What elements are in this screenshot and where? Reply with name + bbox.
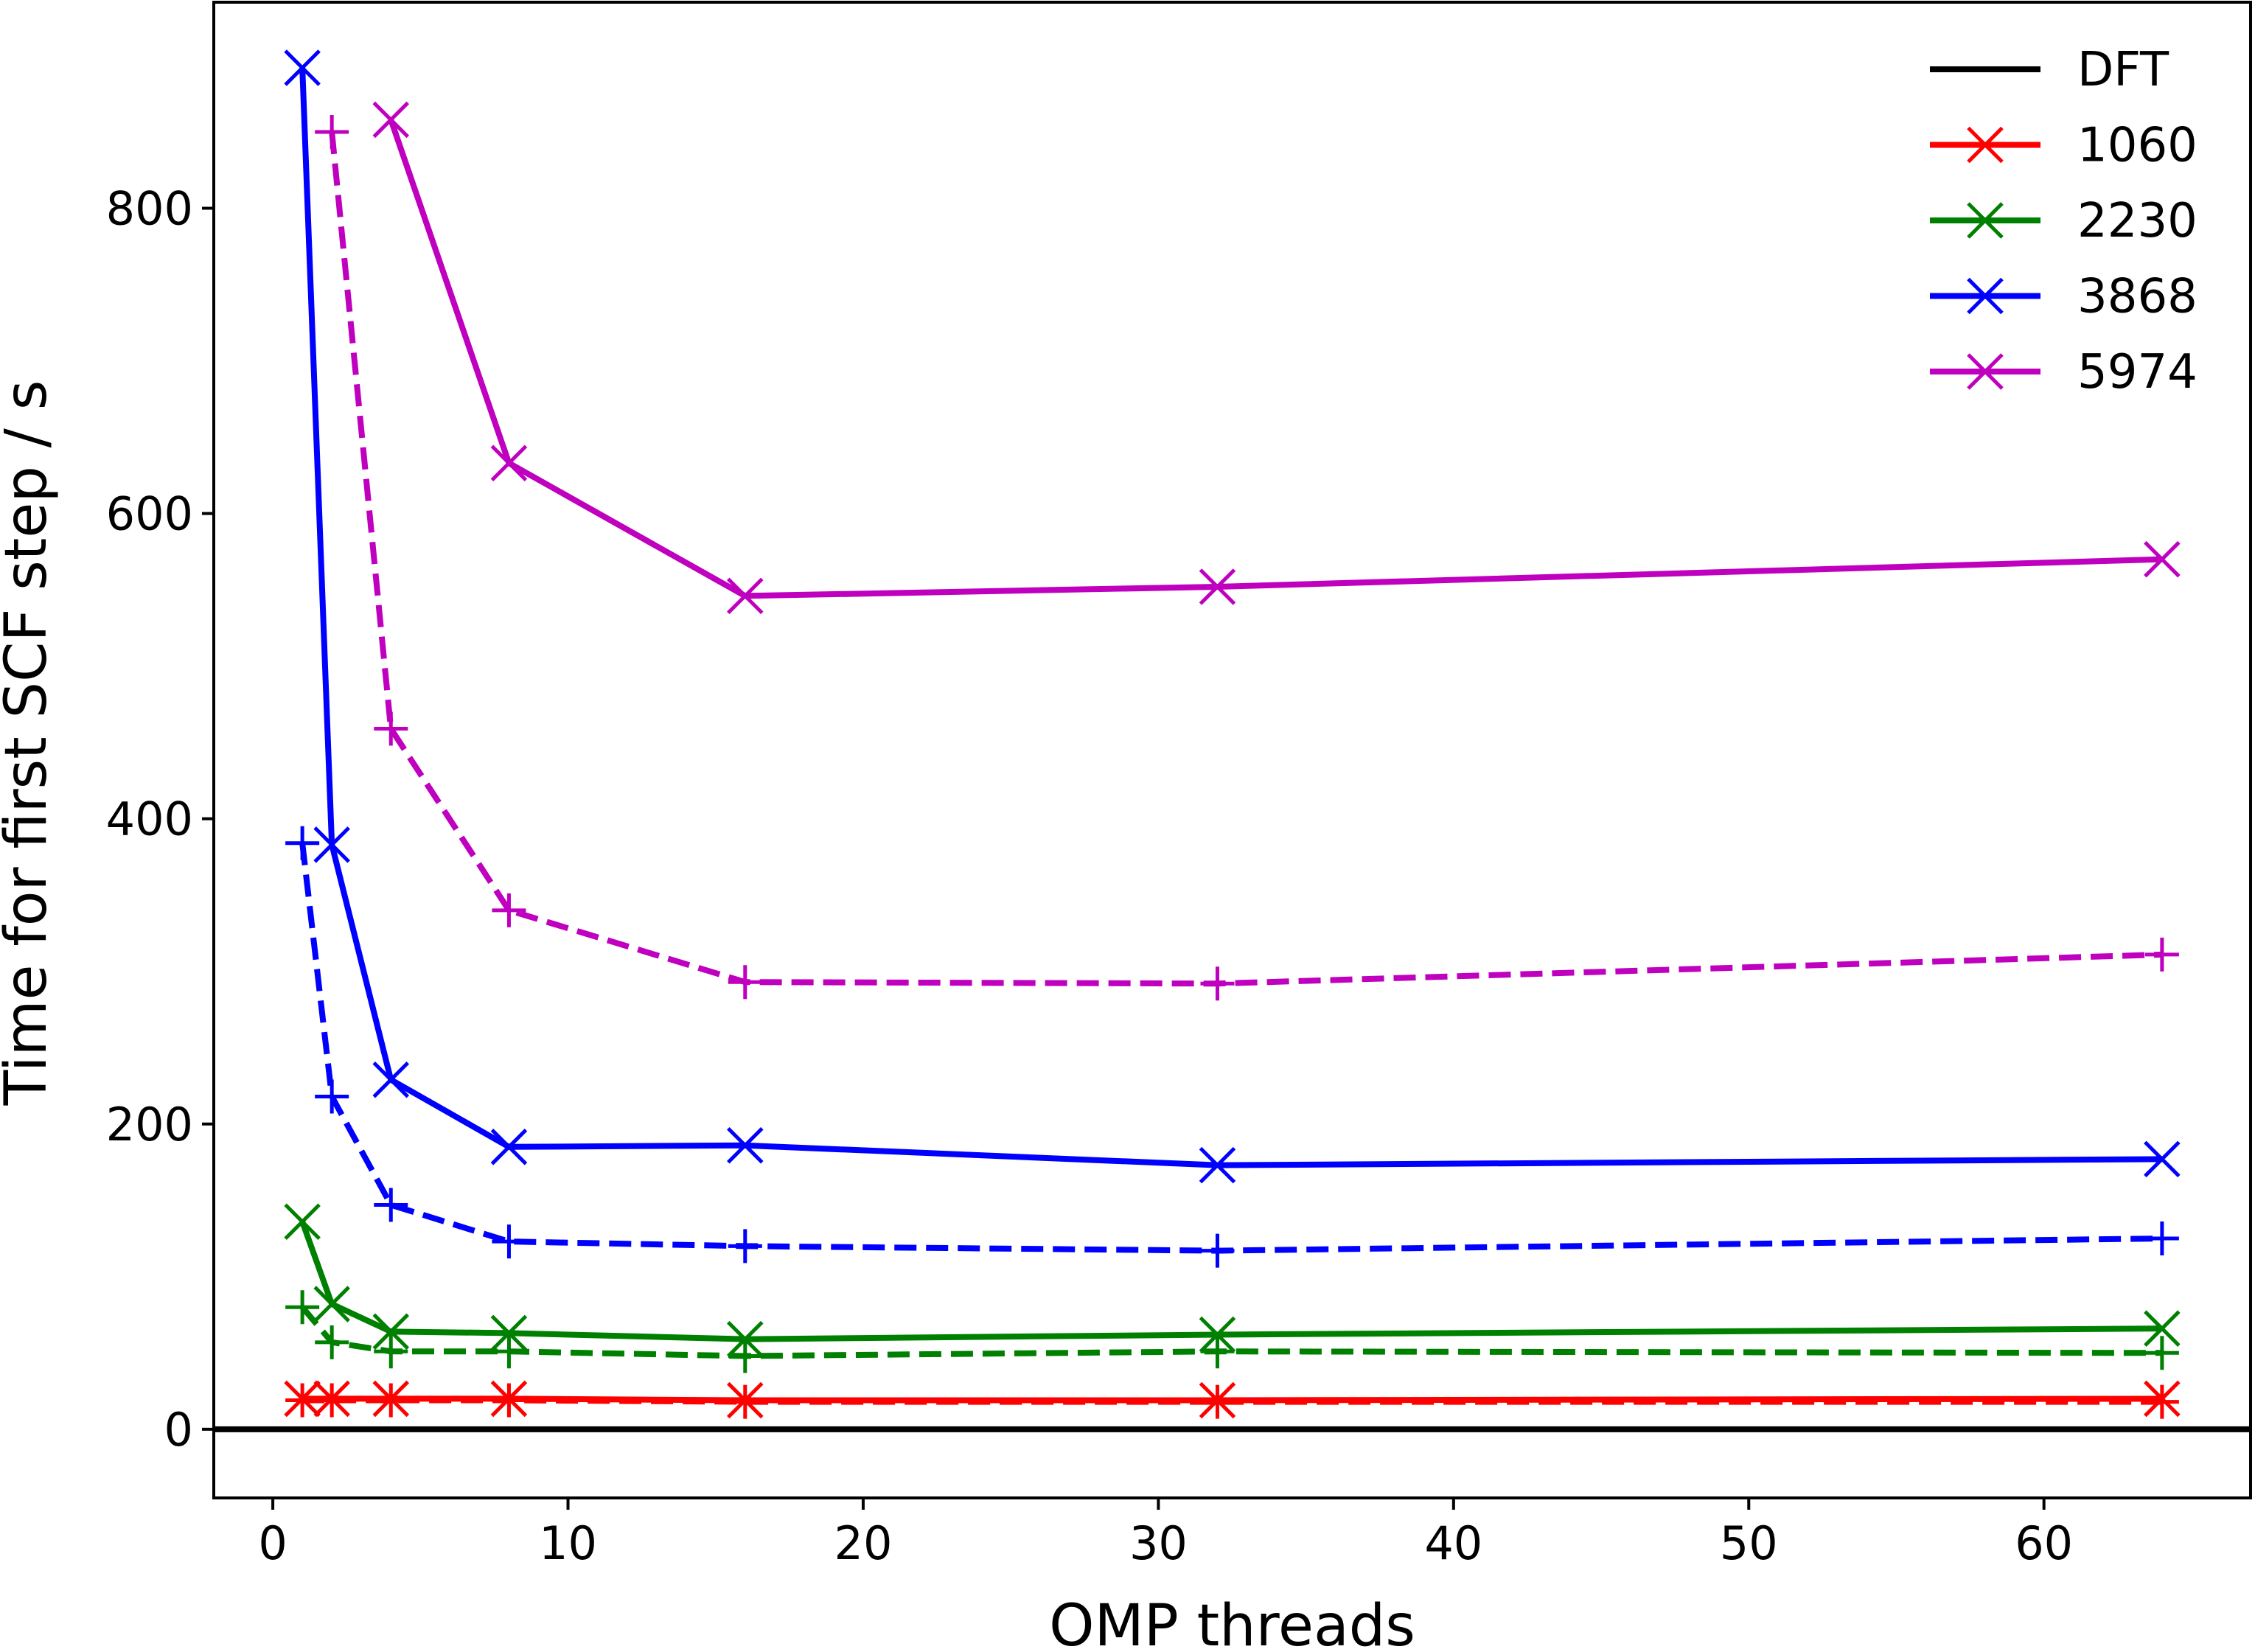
series-5974-plus-point (2144, 937, 2179, 972)
series-2230-x-point (284, 1203, 321, 1241)
series-2230-x-point (1199, 1316, 1236, 1353)
legend-label: 1060 (2077, 119, 2198, 173)
series-3868-x-point (2144, 1140, 2181, 1178)
series-1060-x-point (313, 1380, 350, 1418)
series-3868-plus-point (492, 1224, 526, 1259)
series-3868-plus-point (315, 1079, 349, 1114)
legend-marker (1967, 126, 2004, 164)
series-2230-plus-point (1200, 1334, 1235, 1369)
series-3868-x-line (299, 67, 2162, 1168)
y-tick-label: 600 (106, 487, 193, 541)
series-3868-plus-line (299, 843, 2162, 1254)
series-2230-x-point (490, 1314, 528, 1352)
series-1060-x-point (372, 1380, 410, 1418)
x-tick-label: 10 (539, 1516, 597, 1570)
y-tick-label: 200 (106, 1098, 193, 1151)
series-3868-x-point (1199, 1146, 1236, 1184)
series-2230-x-point (372, 1313, 410, 1350)
series-3868-plus-point (1200, 1233, 1235, 1268)
legend-label: 2230 (2077, 194, 2198, 248)
series-5974-x-point (490, 445, 528, 482)
legend-marker (1967, 202, 2004, 239)
legend-entry-DFT: DFT (1930, 43, 2169, 97)
series-2230-plus-point (285, 1290, 320, 1325)
legend-entry-2230: 2230 (1930, 194, 2198, 248)
series-3868-plus-point (285, 826, 320, 860)
series-3868-x-point (372, 1061, 410, 1098)
series-5974-x-point (1199, 568, 1236, 605)
series-5974-plus-point (728, 965, 762, 1000)
legend-entry-3868: 3868 (1930, 270, 2198, 324)
legend-label: 3868 (2077, 270, 2198, 324)
series-2230-plus-point (374, 1334, 408, 1369)
series-2230-plus-point (315, 1325, 349, 1359)
series-3868-x-point (313, 826, 350, 863)
series-2230-plus-point (2144, 1336, 2179, 1370)
series-5974-x-point (372, 101, 410, 139)
legend-marker (1967, 353, 2004, 390)
y-tick-label: 0 (164, 1403, 193, 1457)
series-3868-x-point (727, 1126, 764, 1164)
series-5974-x-line (388, 119, 2162, 599)
legend-label: 5974 (2077, 345, 2198, 400)
plot-markers (284, 49, 2181, 1419)
series-5974-plus-point (374, 711, 408, 746)
series-5974-plus-point (315, 114, 349, 149)
series-5974-plus-line (329, 131, 2162, 987)
series-3868-x-point (284, 49, 321, 86)
x-axis-label: OMP threads (1049, 1593, 1415, 1652)
series-3868-plus-point (728, 1229, 762, 1264)
y-tick-label: 400 (106, 792, 193, 846)
series-1060-x-point (284, 1380, 321, 1418)
x-axis: 0 10 20 30 40 50 60 (258, 1498, 2073, 1570)
legend-label: DFT (2077, 43, 2169, 97)
legend-entry-1060: 1060 (1930, 119, 2198, 173)
y-tick-label: 800 (106, 182, 193, 236)
series-2230-x-point (2144, 1310, 2181, 1347)
plot-lines (214, 67, 2251, 1432)
series-5974-x-point (727, 577, 764, 615)
plot-frame (212, 1, 2252, 1499)
x-tick-label: 50 (1720, 1516, 1778, 1570)
series-1060-x-point (1199, 1381, 1236, 1419)
y-axis: 0 200 400 600 800 (106, 182, 214, 1457)
series-5974-x-point (2144, 540, 2181, 578)
series-1060-plus-point (2144, 1384, 2179, 1419)
series-1060-x-point (490, 1380, 528, 1418)
x-tick-label: 60 (2015, 1516, 2073, 1570)
series-3868-plus-point (374, 1188, 408, 1222)
series-3868-plus-point (2144, 1221, 2179, 1256)
series-2230-plus-point (492, 1334, 526, 1369)
x-tick-label: 30 (1129, 1516, 1188, 1570)
legend-entry-5974: 5974 (1930, 345, 2198, 400)
x-tick-label: 20 (834, 1516, 893, 1570)
series-1060-x-point (2144, 1380, 2181, 1418)
series-3868-x-point (490, 1129, 528, 1165)
series-5974-plus-point (492, 893, 526, 927)
x-tick-label: 40 (1424, 1516, 1482, 1570)
series-2230-x-point (313, 1286, 350, 1322)
legend: DFT 1060 2230 3868 5974 (1930, 43, 2198, 400)
series-5974-plus-point (1200, 966, 1235, 1001)
x-tick-label: 0 (258, 1516, 287, 1570)
series-1060-x-point (727, 1381, 764, 1419)
y-axis-label: Time for first SCF step / s (0, 380, 60, 1106)
legend-marker (1967, 277, 2004, 315)
series-2230-plus-point (728, 1339, 762, 1373)
series-2230-x-point (727, 1320, 764, 1358)
